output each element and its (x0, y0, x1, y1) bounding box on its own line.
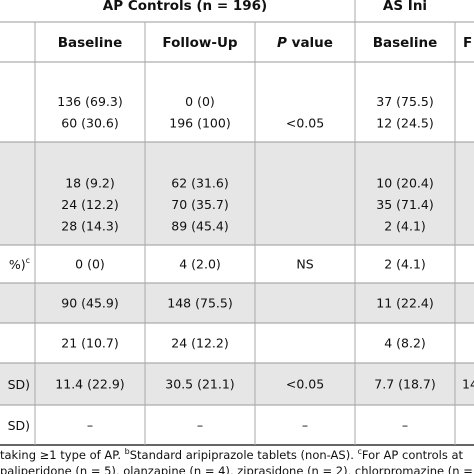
cell: 18 (9.2) (65, 176, 115, 191)
text: value (287, 35, 333, 51)
cell: 24 (12.2) (171, 336, 228, 351)
cell: 4 (2.0) (179, 257, 221, 272)
cell: 14 (462, 377, 474, 392)
cell: 2 (4.1) (384, 257, 426, 272)
cell: 35 (71.4) (376, 197, 433, 212)
text: For AP controls at (362, 448, 464, 462)
cell: 12 (24.5) (376, 116, 433, 131)
cell: 11 (22.4) (376, 296, 433, 311)
cell: 4 (8.2) (384, 336, 426, 351)
text: Standard aripiprazole tablets (non-AS). (130, 448, 358, 462)
group-header: AS Ini (383, 0, 427, 14)
cell: 0 (0) (185, 94, 215, 109)
sup: b (125, 447, 130, 456)
group-header: AP Controls (n = 196) (103, 0, 267, 14)
column-header: Baseline (373, 35, 438, 51)
cell: 7.7 (18.7) (374, 377, 435, 392)
column-header: P value (277, 35, 333, 51)
sup: c (26, 256, 30, 265)
cell: – (402, 418, 408, 433)
cell: NS (296, 257, 313, 272)
column-header: F (463, 35, 472, 51)
cell: 28 (14.3) (61, 219, 118, 234)
row-shade (0, 363, 474, 405)
footnote: taking ≥1 type of AP. bStandard aripipra… (0, 447, 464, 462)
cell: 196 (100) (169, 116, 230, 131)
cell: 30.5 (21.1) (165, 377, 234, 392)
cell: 2 (4.1) (384, 219, 426, 234)
row-shade (0, 142, 474, 245)
text: SD) (8, 377, 30, 392)
cell: 89 (45.4) (171, 219, 228, 234)
cell: <0.05 (286, 116, 324, 131)
cell: 10 (20.4) (376, 176, 433, 191)
cell: 148 (75.5) (167, 296, 232, 311)
cell: 90 (45.9) (61, 296, 118, 311)
cell: – (302, 418, 308, 433)
cell: 0 (0) (75, 257, 105, 272)
cell: <0.05 (286, 377, 324, 392)
row-label: %)c (9, 256, 30, 272)
cell: – (197, 418, 203, 433)
footnote: paliperidone (n = 5), olanzapine (n = 4)… (0, 464, 473, 474)
column-header: Baseline (58, 35, 123, 51)
row-shade (0, 283, 474, 323)
row-label: SD) (8, 418, 30, 433)
cell: 24 (12.2) (61, 197, 118, 212)
column-header: Follow-Up (162, 35, 238, 51)
text: SD) (8, 418, 30, 433)
italic: P (277, 35, 287, 51)
cell: 70 (35.7) (171, 197, 228, 212)
sup: c (358, 447, 362, 456)
text: taking ≥1 type of AP. (0, 448, 125, 462)
cell: 62 (31.6) (171, 176, 228, 191)
cell: 21 (10.7) (61, 336, 118, 351)
cell: 11.4 (22.9) (55, 377, 124, 392)
cell: – (87, 418, 93, 433)
row-label: SD) (8, 377, 30, 392)
text: %) (9, 257, 26, 272)
cell: 136 (69.3) (57, 94, 122, 109)
cell: 37 (75.5) (376, 94, 433, 109)
text: paliperidone (n = 5), olanzapine (n = 4)… (0, 464, 473, 474)
cell: 60 (30.6) (61, 116, 118, 131)
